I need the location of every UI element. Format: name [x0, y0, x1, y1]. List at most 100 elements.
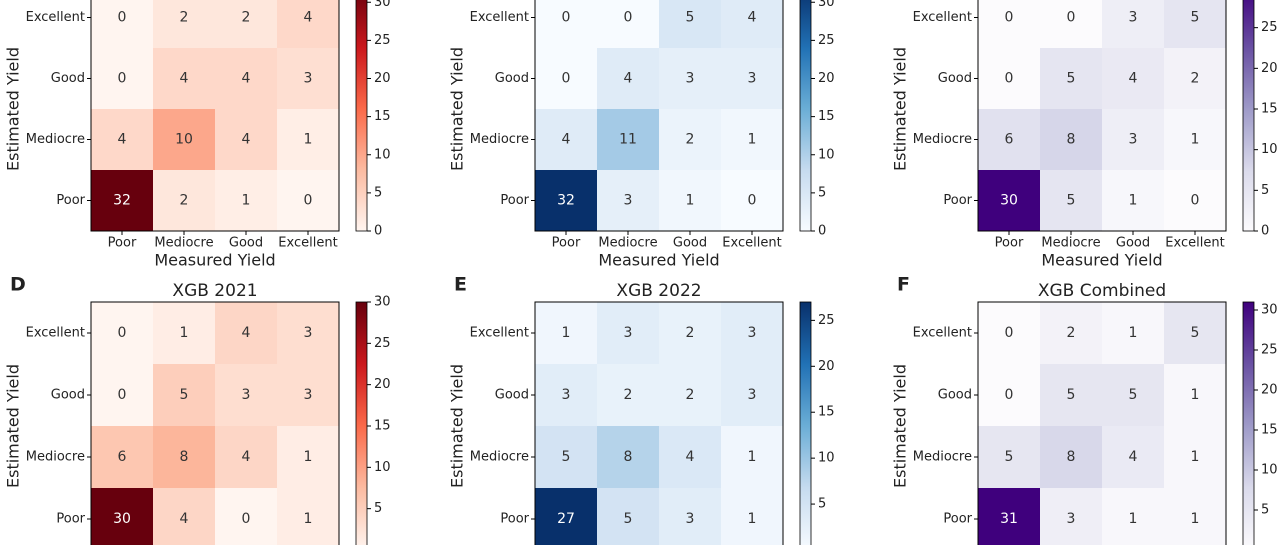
colorbar-tick-label: 5 [1261, 183, 1269, 198]
cell-value: 0 [242, 511, 251, 527]
colorbar-tick-label: 20 [1261, 61, 1278, 76]
cell-value: 32 [557, 193, 575, 209]
heatmap-cell [153, 0, 215, 48]
heatmap-cell [1102, 0, 1164, 48]
colorbar-tick-label: 5 [818, 497, 826, 512]
cell-value: 1 [1191, 449, 1200, 465]
heatmap-cell [277, 109, 339, 170]
colorbar-tick-label: 30 [374, 0, 391, 10]
y-axis-label: Estimated Yield [4, 47, 23, 171]
cell-value: 0 [1005, 325, 1014, 341]
cell-value: 1 [748, 511, 757, 527]
x-axis-label: Measured Yield [1041, 251, 1162, 270]
heatmap-cell [1040, 302, 1102, 364]
cell-value: 2 [686, 325, 695, 341]
heatmap-cell [91, 0, 153, 48]
colorbar-tick-label: 20 [374, 71, 391, 86]
y-tick-label: Mediocre [26, 132, 85, 147]
y-tick-label: Poor [56, 512, 85, 527]
y-tick-label: Good [495, 71, 529, 86]
colorbar-tick-label: 5 [818, 185, 826, 200]
colorbar-tick-label: 25 [1261, 20, 1278, 35]
y-tick-label: Good [938, 388, 972, 403]
panel-label: E [454, 274, 467, 296]
heatmap-cell [1040, 364, 1102, 426]
y-tick-label: Good [495, 388, 529, 403]
cell-value: 3 [242, 387, 251, 403]
x-tick-label: Good [673, 236, 707, 251]
heatmap-cell [535, 0, 597, 48]
cell-value: 5 [624, 511, 633, 527]
heatmap-cell [978, 170, 1040, 231]
heatmap-cell [597, 48, 659, 109]
cell-value: 10 [175, 132, 193, 148]
y-tick-label: Mediocre [913, 132, 972, 147]
y-tick-label: Excellent [913, 326, 972, 341]
cell-value: 2 [1191, 71, 1200, 87]
y-axis-label: Estimated Yield [448, 47, 467, 171]
heatmap-cell [277, 488, 339, 545]
heatmap-cell [1164, 302, 1226, 364]
heatmap-cell [721, 426, 783, 488]
heatmap-cell [277, 0, 339, 48]
colorbar-tick-label: 5 [374, 185, 382, 200]
heatmap-cell [535, 109, 597, 170]
cell-value: 6 [118, 449, 127, 465]
cell-value: 3 [624, 325, 633, 341]
colorbar-tick-label: 10 [374, 147, 391, 162]
cell-value: 3 [562, 387, 571, 403]
heatmap-cell [91, 48, 153, 109]
heatmap-cell [1164, 48, 1226, 109]
cell-value: 0 [1067, 10, 1076, 26]
cell-value: 8 [624, 449, 633, 465]
y-tick-label: Excellent [26, 326, 85, 341]
cell-value: 1 [1191, 132, 1200, 148]
cell-value: 0 [118, 10, 127, 26]
matrix-frame [977, 301, 1227, 545]
heatmap-cell [659, 109, 721, 170]
panel-label: F [897, 274, 910, 296]
heatmap-cell [1102, 109, 1164, 170]
heatmap-cell [153, 364, 215, 426]
panel-title: XGB 2022 [616, 281, 701, 301]
heatmap-cell [535, 364, 597, 426]
cell-value: 8 [1067, 132, 1076, 148]
cell-value: 1 [748, 132, 757, 148]
cell-value: 5 [1067, 193, 1076, 209]
heatmap-cell [1102, 426, 1164, 488]
y-tick-label: Mediocre [913, 450, 972, 465]
cell-value: 3 [304, 71, 313, 87]
colorbar-tick-label: 20 [818, 71, 835, 86]
heatmap-cell [153, 48, 215, 109]
colorbar-tick-label: 30 [1261, 303, 1278, 318]
colorbar-tick-label: 15 [1261, 102, 1278, 117]
colorbar-tick-label: 20 [1261, 383, 1278, 398]
y-tick-label: Poor [500, 512, 529, 527]
heatmap-cell [91, 109, 153, 170]
heatmap-cell [1040, 170, 1102, 231]
x-axis-label: Measured Yield [598, 251, 719, 270]
y-tick-label: Excellent [470, 326, 529, 341]
cell-value: 0 [562, 71, 571, 87]
y-tick-label: Poor [56, 193, 85, 208]
heatmap-cell [659, 488, 721, 545]
cell-value: 5 [686, 10, 695, 26]
y-tick-label: Good [51, 71, 85, 86]
heatmap-cell [978, 48, 1040, 109]
heatmap-cell [1040, 426, 1102, 488]
heatmap-cell [277, 302, 339, 364]
cell-value: 8 [1067, 449, 1076, 465]
heatmap-cell [215, 426, 277, 488]
y-axis-label: Estimated Yield [448, 364, 467, 488]
cell-value: 1 [1191, 387, 1200, 403]
colorbar-tick-label: 10 [1261, 142, 1278, 157]
heatmap-cell [153, 109, 215, 170]
heatmap-cell [1040, 109, 1102, 170]
x-tick-label: Poor [995, 236, 1024, 251]
cell-value: 3 [748, 71, 757, 87]
cell-value: 2 [180, 10, 189, 26]
cell-value: 3 [686, 511, 695, 527]
colorbar-tick-label: 25 [374, 33, 391, 48]
heatmap-cell [215, 48, 277, 109]
